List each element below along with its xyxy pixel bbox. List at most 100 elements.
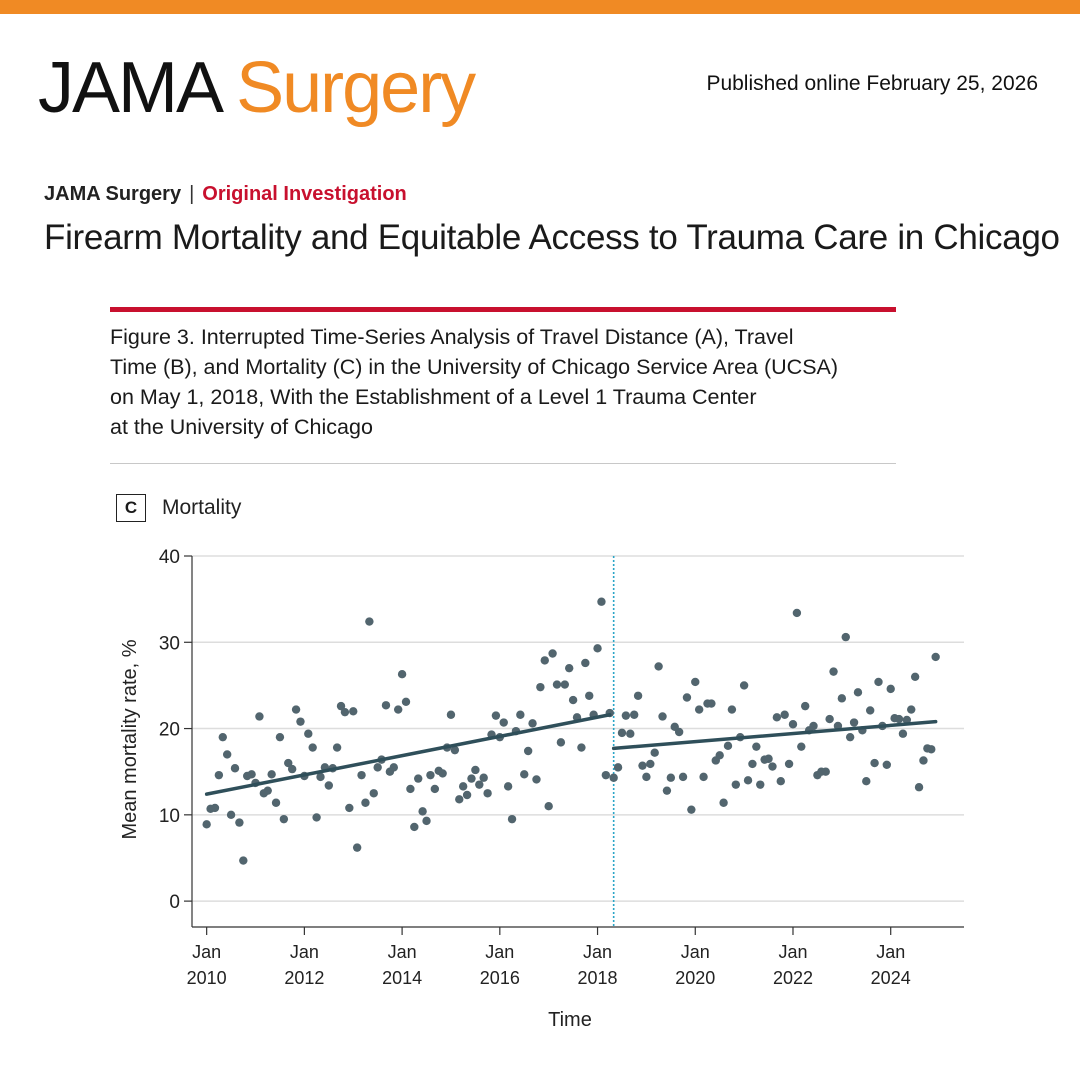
x-tick-label-year: 2016 [480, 968, 520, 988]
x-tick-label-year: 2014 [382, 968, 422, 988]
data-point [332, 743, 342, 752]
data-point [756, 780, 765, 789]
data-point [455, 795, 464, 804]
data-point [780, 710, 789, 719]
brand-top-bar [0, 0, 1080, 14]
data-point [613, 763, 623, 772]
data-point [621, 711, 631, 720]
data-point [845, 732, 855, 742]
data-point [296, 717, 305, 726]
data-point [507, 814, 517, 824]
data-point [743, 776, 753, 785]
data-point [336, 701, 346, 711]
data-point [308, 743, 317, 752]
data-point [642, 772, 651, 782]
data-point [715, 751, 724, 760]
x-tick-label-year: 2012 [284, 968, 324, 988]
data-point [654, 662, 663, 671]
data-point [609, 773, 618, 782]
published-date: Published online February 25, 2026 [706, 72, 1038, 95]
data-point [898, 729, 908, 738]
article-title: Firearm Mortality and Equitable Access t… [44, 218, 1060, 257]
data-point [284, 758, 293, 768]
data-point [352, 843, 362, 852]
caption-line: on May 1, 2018, With the Establishment o… [110, 385, 757, 409]
data-point [931, 652, 940, 662]
caption-divider [110, 463, 896, 464]
data-point [678, 772, 688, 782]
x-tick-label-month: Jan [192, 942, 221, 962]
x-tick-label-month: Jan [778, 942, 807, 962]
data-point [772, 713, 782, 722]
data-point [601, 770, 611, 780]
data-point [406, 784, 415, 794]
data-point [401, 697, 411, 707]
data-point [707, 699, 716, 708]
data-point [226, 810, 236, 820]
kicker-journal[interactable]: JAMA Surgery [44, 183, 182, 205]
x-axis-title: Time [548, 1009, 592, 1031]
data-point [287, 764, 297, 774]
kicker-article-type[interactable]: Original Investigation [202, 183, 407, 205]
data-point [646, 759, 655, 769]
data-point [430, 784, 440, 794]
panel-title: Mortality [162, 496, 242, 519]
caption-line: Figure 3. Interrupted Time-Series Analys… [110, 325, 794, 349]
x-tick-label-month: Jan [681, 942, 710, 962]
data-point [617, 728, 627, 738]
data-point [316, 772, 325, 782]
journal-logo[interactable]: JAMA Surgery [38, 52, 476, 124]
data-point [410, 822, 419, 832]
y-tick-label: 10 [159, 806, 180, 827]
data-point [312, 813, 321, 822]
data-point [414, 774, 423, 783]
caption-line: at the University of Chicago [110, 415, 373, 439]
data-point [210, 803, 220, 813]
data-point [349, 707, 358, 716]
data-point [748, 759, 757, 769]
data-point [340, 707, 350, 717]
x-tick-label-year: 2020 [675, 968, 715, 988]
data-point [687, 805, 696, 814]
data-point [475, 780, 484, 789]
logo-surgery: Surgery [236, 48, 476, 128]
data-point [499, 718, 508, 727]
x-tick-label-month: Jan [485, 942, 514, 962]
data-point [788, 720, 798, 729]
data-point [426, 770, 435, 780]
data-point [345, 803, 354, 813]
x-tick-label-month: Jan [583, 942, 612, 962]
data-point [776, 776, 785, 786]
data-point [870, 758, 879, 768]
data-point [662, 786, 672, 795]
data-point [381, 701, 391, 710]
data-point [862, 776, 871, 786]
data-point [235, 818, 244, 827]
data-point [719, 798, 728, 807]
data-point [907, 705, 916, 714]
data-point [230, 764, 240, 773]
data-point [540, 656, 549, 665]
data-point [222, 750, 232, 759]
data-point [263, 786, 272, 795]
data-point [682, 693, 692, 702]
data-point [694, 705, 704, 714]
data-point [829, 667, 838, 676]
data-point [532, 775, 541, 784]
data-point [699, 772, 708, 782]
data-point [841, 632, 850, 642]
data-point [894, 714, 904, 724]
data-point [556, 738, 566, 747]
data-point [910, 672, 920, 681]
trend-line [204, 713, 612, 796]
data-point [528, 719, 537, 728]
data-point [422, 816, 431, 826]
data-point [797, 742, 806, 751]
data-point [275, 732, 285, 742]
data-point [267, 770, 276, 779]
data-point [927, 745, 936, 754]
data-point [865, 706, 875, 715]
logo-jama: JAMA [38, 48, 220, 128]
data-point [523, 746, 533, 756]
